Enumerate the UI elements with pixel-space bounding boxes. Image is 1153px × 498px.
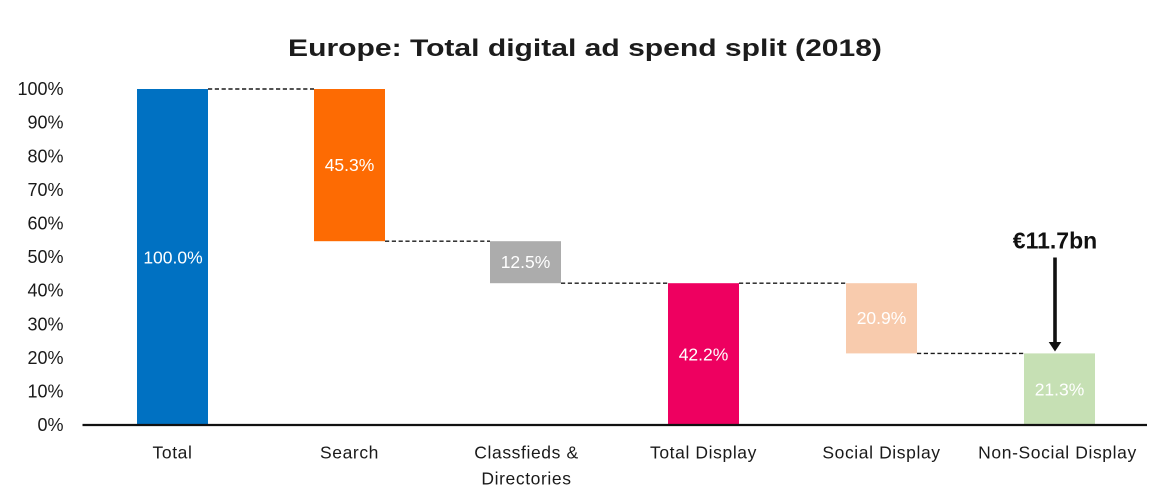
- svg-text:0%: 0%: [37, 415, 63, 435]
- svg-text:Non-Social Display: Non-Social Display: [978, 443, 1137, 463]
- svg-text:20.9%: 20.9%: [857, 308, 907, 328]
- svg-text:20%: 20%: [27, 348, 63, 368]
- svg-text:80%: 80%: [27, 146, 63, 166]
- svg-text:€11.7bn: €11.7bn: [1013, 228, 1097, 254]
- svg-text:Directories: Directories: [481, 469, 571, 489]
- svg-text:10%: 10%: [27, 382, 63, 402]
- svg-text:45.3%: 45.3%: [325, 155, 375, 175]
- svg-text:Social Display: Social Display: [822, 443, 940, 463]
- svg-text:Total: Total: [153, 443, 193, 463]
- svg-text:Classfieds &: Classfieds &: [474, 443, 578, 463]
- svg-text:21.3%: 21.3%: [1035, 379, 1085, 399]
- svg-text:Search: Search: [320, 443, 379, 463]
- svg-text:Total Display: Total Display: [650, 443, 757, 463]
- svg-text:40%: 40%: [27, 281, 63, 301]
- svg-text:100%: 100%: [17, 79, 63, 99]
- svg-text:100.0%: 100.0%: [143, 247, 202, 267]
- svg-text:12.5%: 12.5%: [501, 252, 551, 272]
- svg-text:60%: 60%: [27, 214, 63, 234]
- svg-text:Europe: Total digital ad spend: Europe: Total digital ad spend split (20…: [288, 34, 882, 61]
- svg-text:42.2%: 42.2%: [679, 345, 729, 365]
- svg-text:30%: 30%: [27, 314, 63, 334]
- svg-text:70%: 70%: [27, 180, 63, 200]
- svg-text:90%: 90%: [27, 113, 63, 133]
- svg-text:50%: 50%: [27, 247, 63, 267]
